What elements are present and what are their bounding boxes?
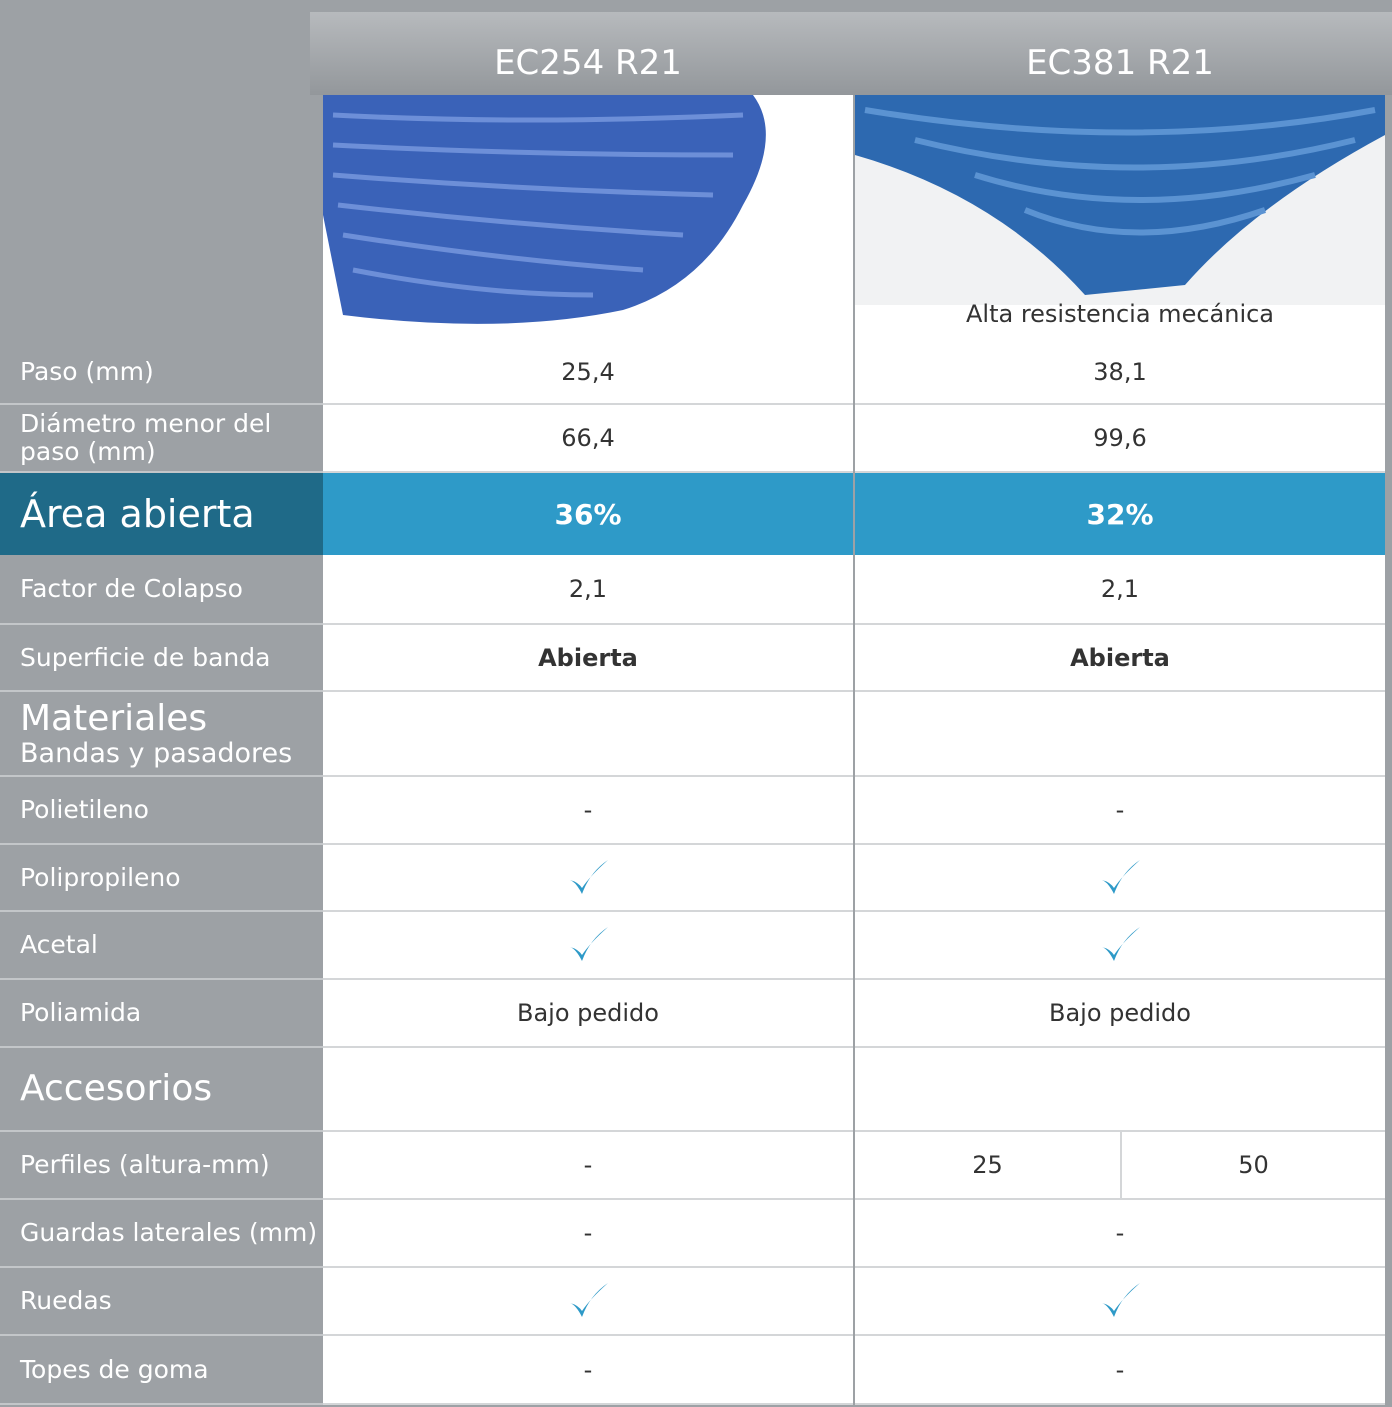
check-mark [1102,859,1140,894]
check-icon [570,859,608,894]
belt-pattern [864,107,1376,236]
check-mark [1102,927,1140,961]
row-label: Paso (mm) [0,340,323,405]
section-header: Accesorios [0,1048,323,1132]
row-label: Topes de goma [0,1336,323,1405]
value-cell: Abierta [855,625,1385,692]
value-cell: 38,1 [855,340,1385,405]
value-cell: Abierta [323,625,853,692]
check-cell [323,1268,853,1336]
value-cell: 25,4 [323,340,853,405]
value-cell: - [855,1200,1385,1268]
value-cell: 32% [855,473,1385,555]
value-cell: 2,1 [323,555,853,625]
check-mark [570,1283,608,1317]
check-cell [855,845,1385,912]
product-name: EC254 R21 [494,42,682,83]
check-mark [570,859,608,894]
row-label: Guardas laterales (mm) [0,1200,323,1268]
check-icon [570,1283,608,1317]
value-cell: - [323,1336,853,1405]
value-cell: 36% [323,473,853,555]
header-band [310,12,1392,95]
row-label: Diámetro menor del paso (mm) [0,405,323,473]
check-icon [1102,927,1140,961]
check-mark [1102,1283,1140,1317]
row-label: Factor de Colapso [0,555,323,625]
belt-pattern [332,112,744,298]
belt-image [323,95,766,324]
image-caption: Alta resistencia mecánica [965,300,1275,328]
value-cell: 2,1 [855,555,1385,625]
check-cell [855,1268,1385,1336]
row-label: Ruedas [0,1268,323,1336]
row-label: Perfiles (altura-mm) [0,1132,323,1200]
row-label: Superficie de banda [0,625,323,692]
value-cell: - [323,1132,853,1200]
value-cell: 25 [855,1132,1120,1200]
value-cell: Bajo pedido [323,980,853,1048]
column-divider [853,340,855,1405]
value-cell: - [323,777,853,845]
value-cell: - [855,1336,1385,1405]
check-cell [855,912,1385,980]
value-cell: 50 [1120,1132,1385,1200]
row-label: Área abierta [0,473,323,555]
section-subtitle: Bandas y pasadores [20,737,293,769]
section-title: Materiales [20,697,208,739]
check-mark [570,927,608,961]
section-title: Accesorios [20,1068,213,1109]
belt-image [855,95,1385,305]
check-cell [323,912,853,980]
value-cell: Bajo pedido [855,980,1385,1048]
row-label: Acetal [0,912,323,980]
section-header: Materiales Bandas y pasadores [0,692,323,777]
check-icon [1102,1283,1140,1317]
check-cell [323,845,853,912]
check-icon [1102,859,1140,894]
value-cell: 99,6 [855,405,1385,473]
value-cell: 66,4 [323,405,853,473]
product-name: EC381 R21 [1026,42,1214,83]
row-label: Polietileno [0,777,323,845]
value-cell: - [323,1200,853,1268]
value-cell: - [855,777,1385,845]
row-label: Polipropileno [0,845,323,912]
check-icon [570,927,608,961]
product-image: Alta resistencia mecánica [855,95,1385,340]
product-image [323,95,853,340]
belt-shape [855,95,1385,295]
row-label: Poliamida [0,980,323,1048]
